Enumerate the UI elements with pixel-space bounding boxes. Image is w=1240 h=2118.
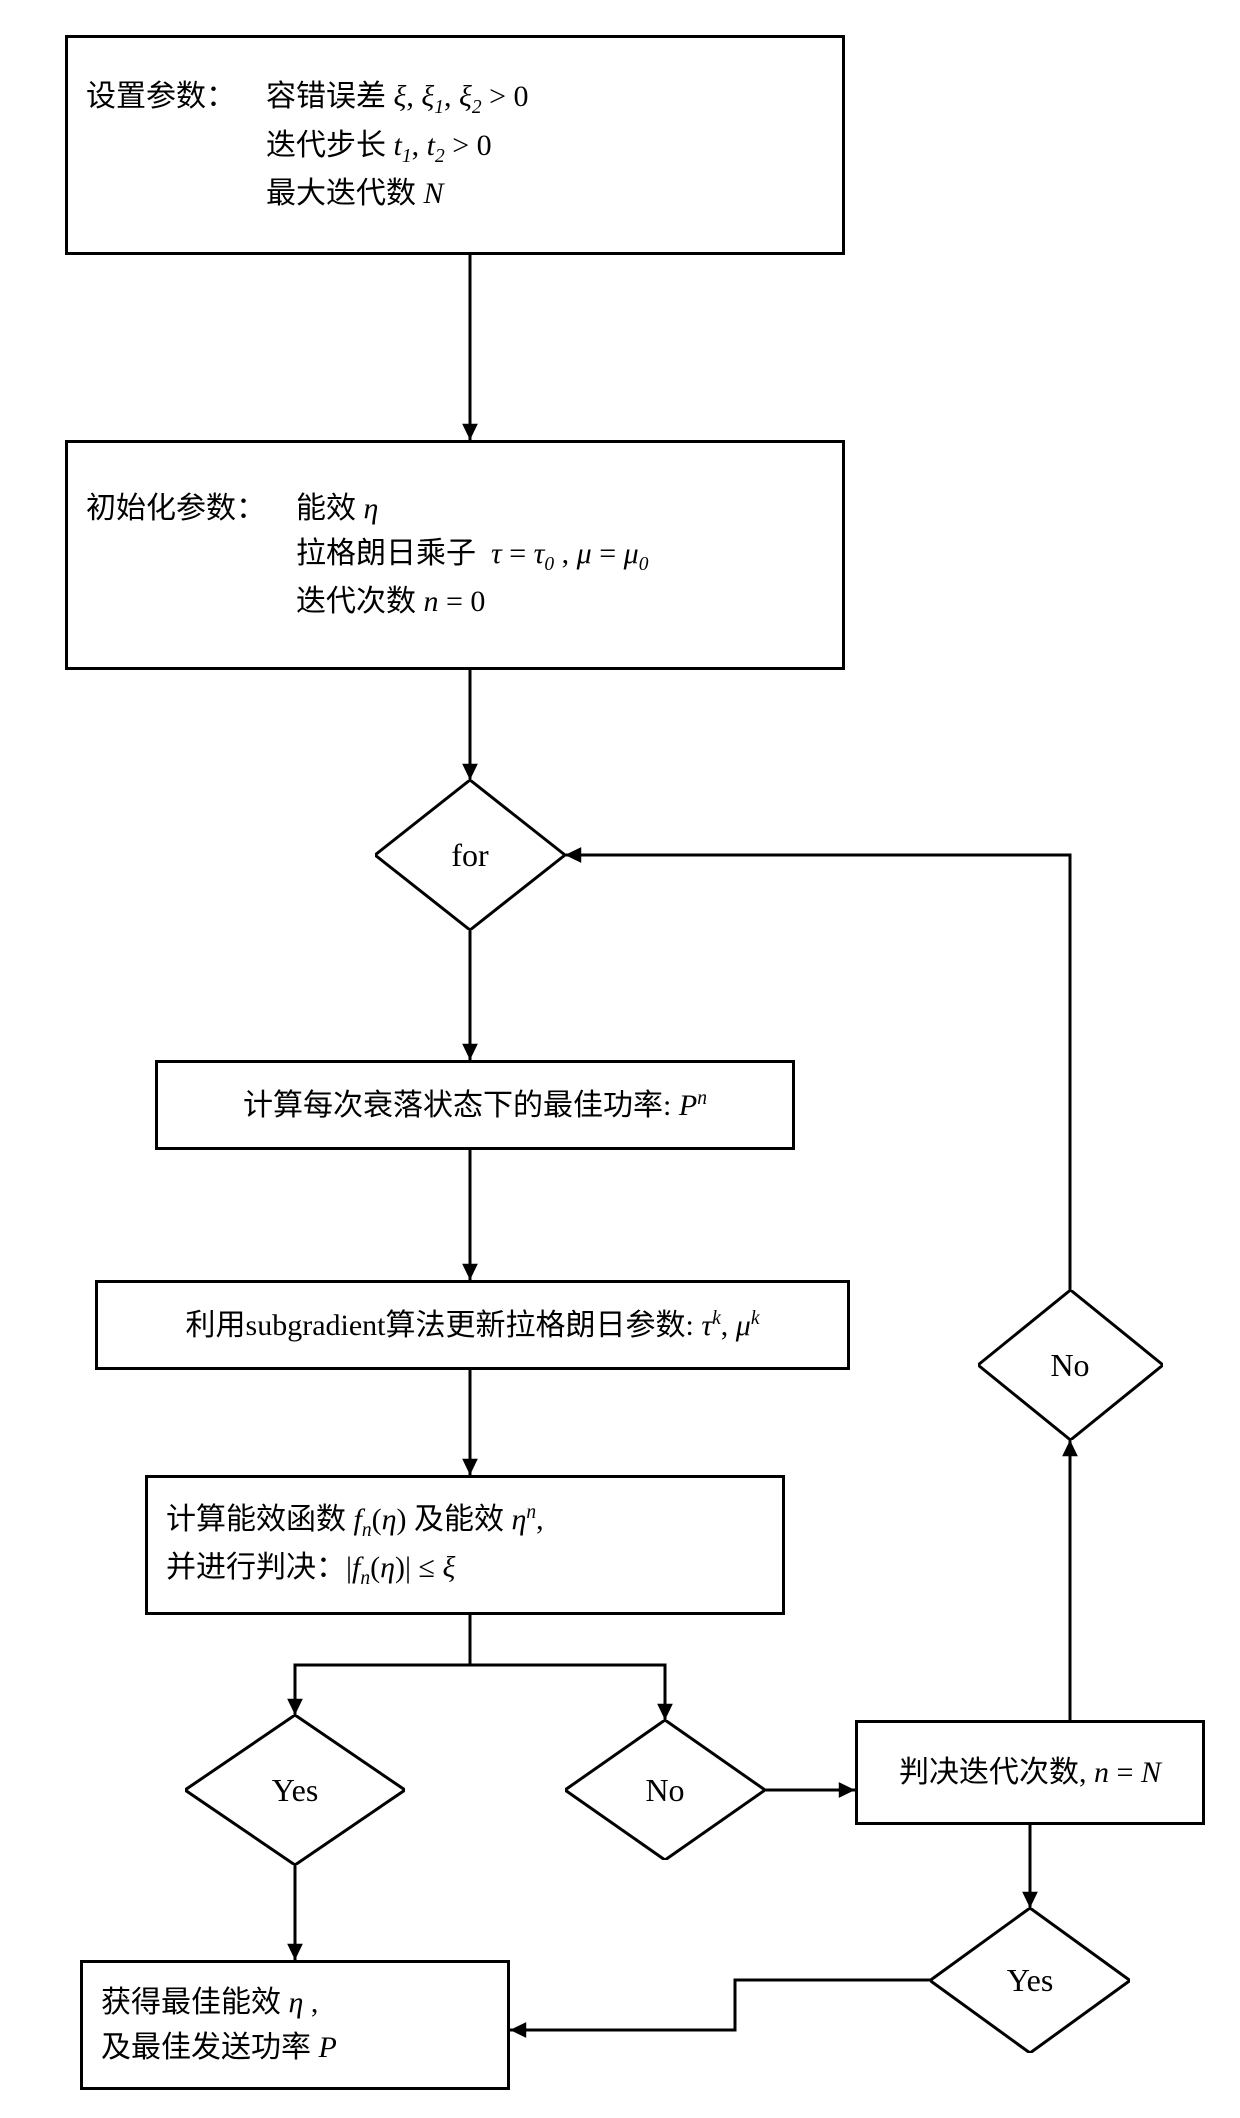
decision-label: Yes xyxy=(272,1772,319,1809)
node-label: 初始化参数： xyxy=(86,486,266,531)
node-content: 利用subgradient算法更新拉格朗日参数: τk, μk xyxy=(186,1303,760,1348)
decision-no-1: No xyxy=(565,1720,765,1860)
decision-label: for xyxy=(451,837,488,874)
node-content: 容错误差 ξ, ξ1, ξ2 > 0 迭代步长 t1, t2 > 0 最大迭代数… xyxy=(266,74,529,216)
node-content: 计算每次衰落状态下的最佳功率: Pn xyxy=(243,1083,707,1128)
node-compute-ee: 计算能效函数 fn(η) 及能效 ηn, 并进行判决：|fn(η)| ≤ ξ xyxy=(145,1475,785,1615)
node-compute-power: 计算每次衰落状态下的最佳功率: Pn xyxy=(155,1060,795,1150)
node-init-params: 初始化参数： 能效 η 拉格朗日乘子 τ = τ0 , μ = μ0 迭代次数 … xyxy=(65,440,845,670)
node-content: 获得最佳能效 η , 及最佳发送功率 P xyxy=(101,1980,489,2070)
decision-label: Yes xyxy=(1007,1962,1054,1999)
node-check-iter: 判决迭代次数, n = N xyxy=(855,1720,1205,1825)
node-content: 判决迭代次数, n = N xyxy=(899,1750,1161,1795)
node-content: 能效 η 拉格朗日乘子 τ = τ0 , μ = μ0 迭代次数 n = 0 xyxy=(296,486,648,624)
node-set-params: 设置参数： 容错误差 ξ, ξ1, ξ2 > 0 迭代步长 t1, t2 > 0… xyxy=(65,35,845,255)
node-result: 获得最佳能效 η , 及最佳发送功率 P xyxy=(80,1960,510,2090)
decision-yes-1: Yes xyxy=(185,1715,405,1865)
node-subgradient: 利用subgradient算法更新拉格朗日参数: τk, μk xyxy=(95,1280,850,1370)
decision-label: No xyxy=(645,1772,684,1809)
decision-for: for xyxy=(375,780,565,930)
decision-no-2: No xyxy=(978,1290,1163,1440)
node-label: 设置参数： xyxy=(86,74,236,119)
decision-yes-2: Yes xyxy=(930,1908,1130,2053)
node-content: 计算能效函数 fn(η) 及能效 ηn, 并进行判决：|fn(η)| ≤ ξ xyxy=(166,1497,764,1594)
decision-label: No xyxy=(1050,1347,1089,1384)
